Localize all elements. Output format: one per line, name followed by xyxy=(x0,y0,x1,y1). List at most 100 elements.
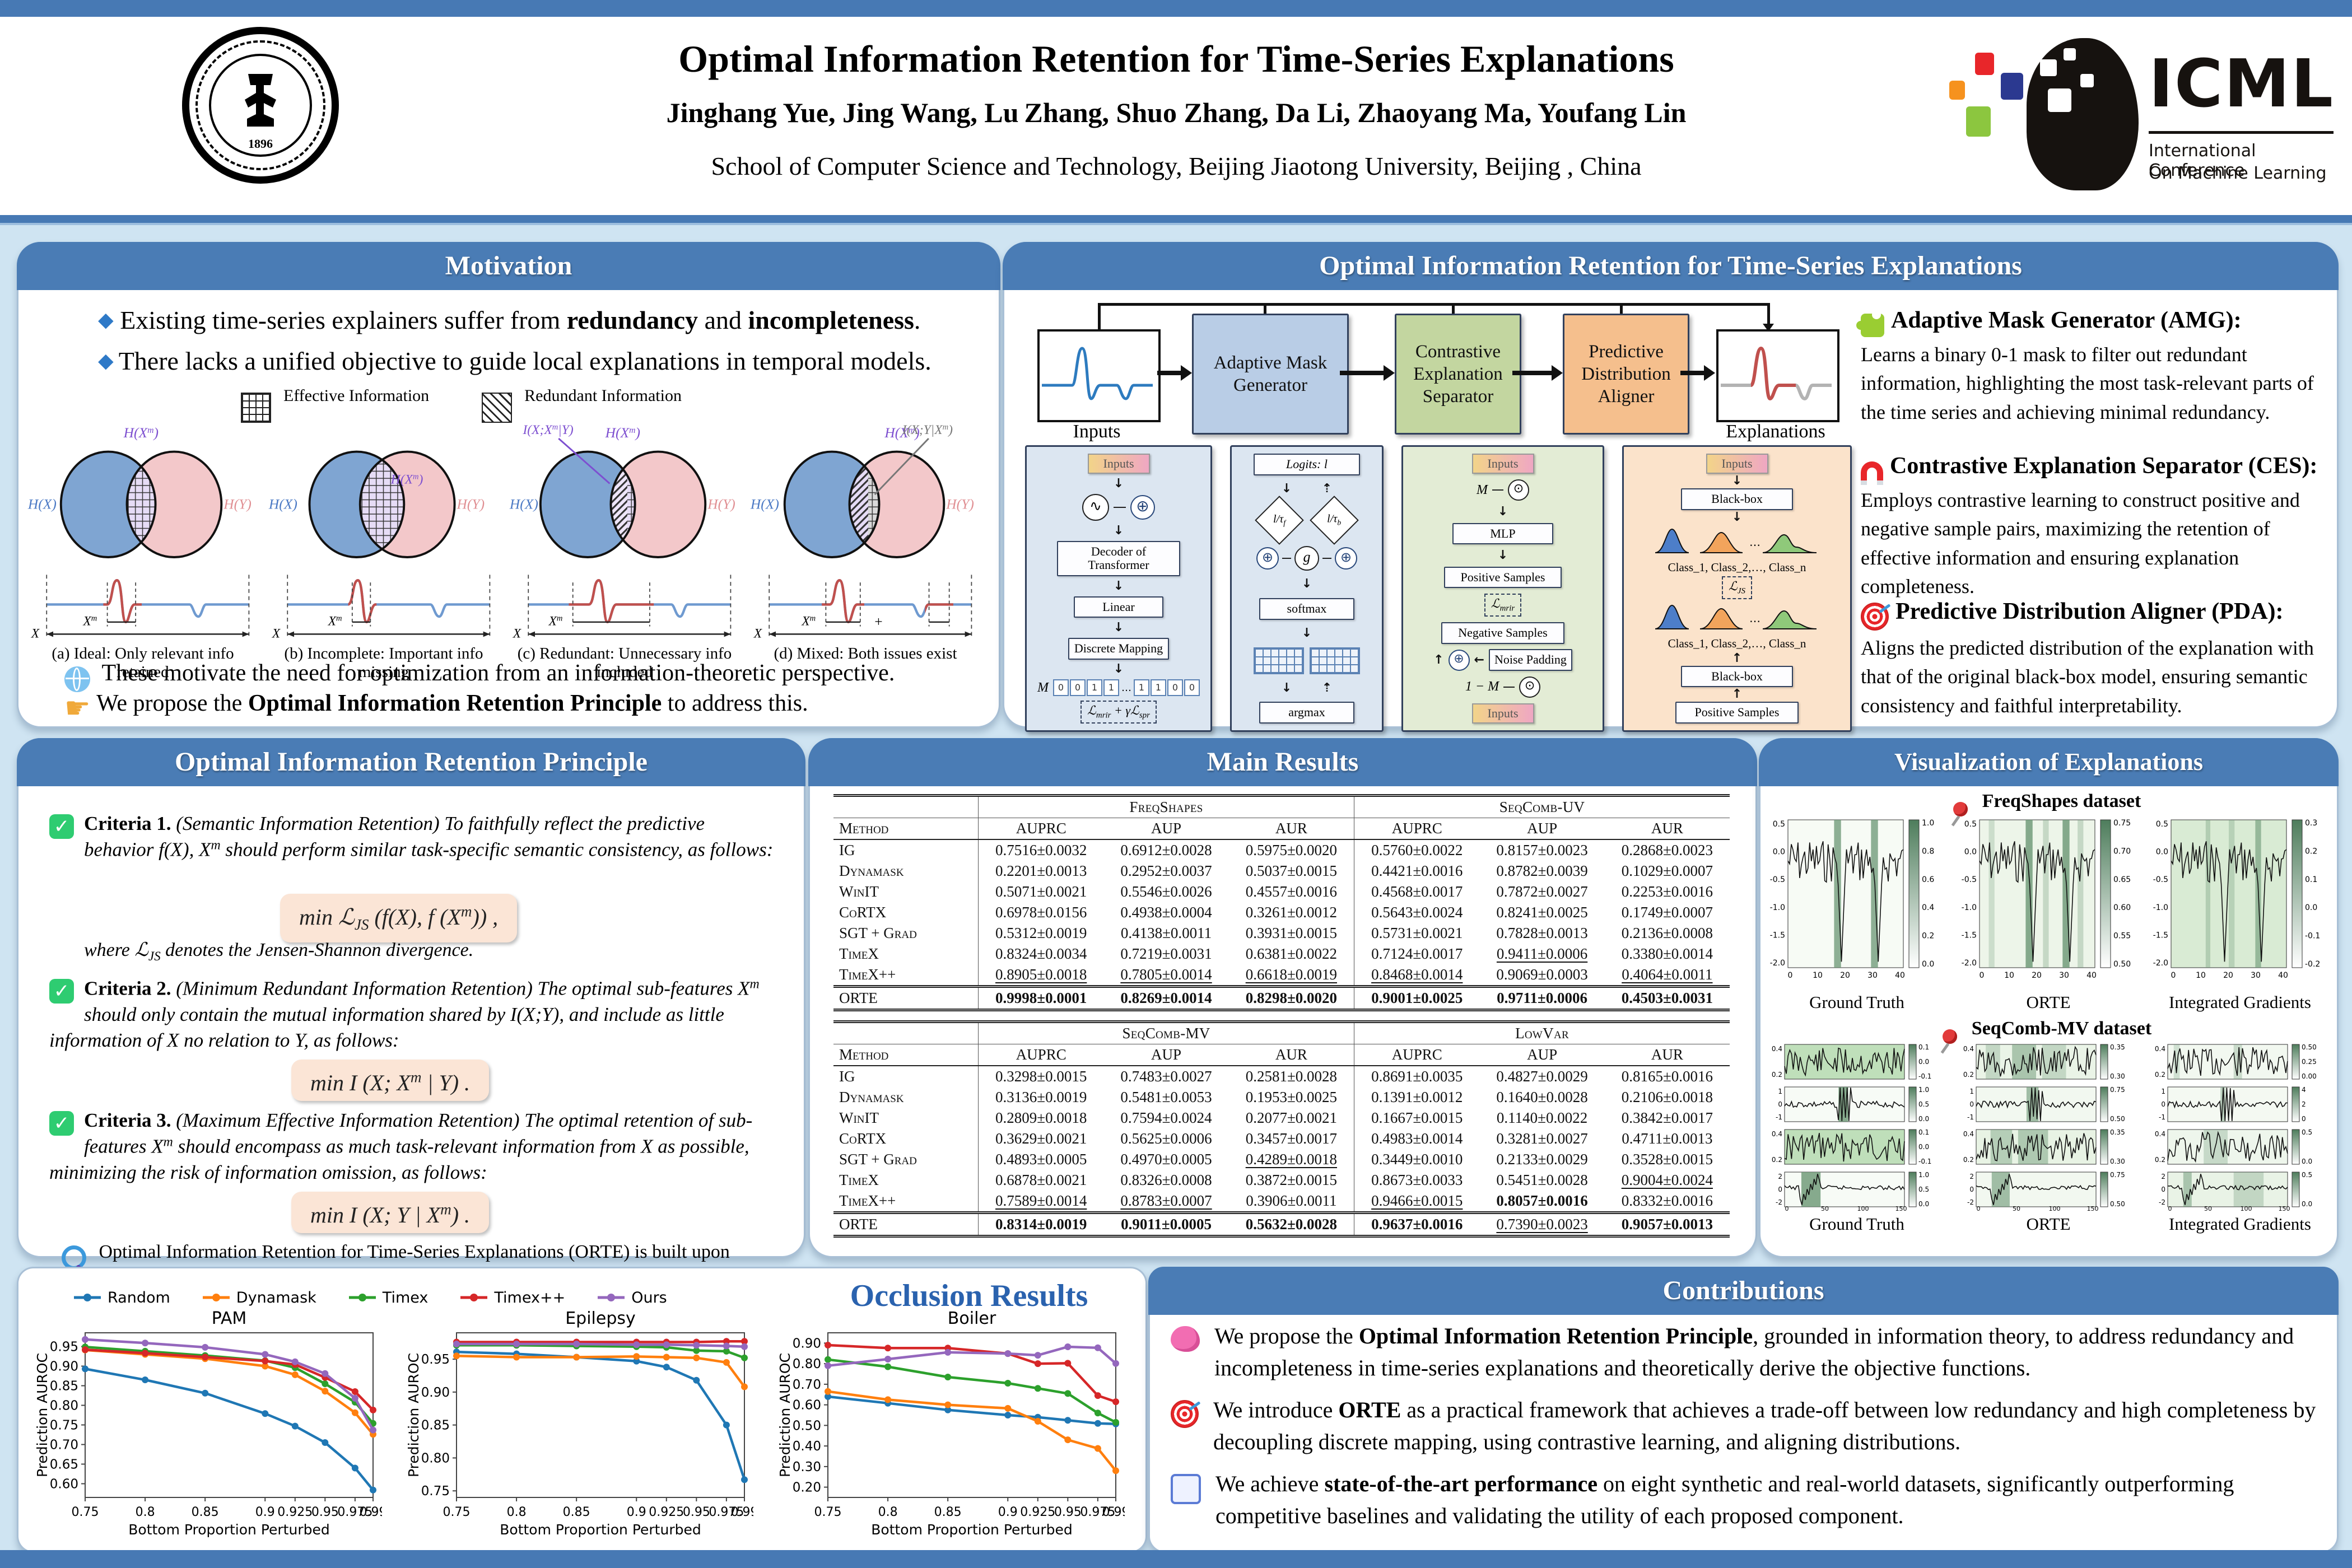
flow-arrow-2 xyxy=(1340,371,1387,375)
down-arrow-icon: ↓ xyxy=(1113,620,1124,635)
mask-bit-cell: 0 xyxy=(1053,679,1069,697)
svg-text:0: 0 xyxy=(2302,1115,2306,1123)
svg-text:-2: -2 xyxy=(1776,1198,1782,1206)
table-row: TimeX 0.6878±0.0021 0.8326±0.0008 0.3872±0.… xyxy=(833,1170,1730,1191)
occlusion-chart-wrap: Boiler 0.20 0.30 0.40 0.50 0.60 0.70 0.80 0.90 0.… xyxy=(777,1309,1129,1546)
svg-text:0: 0 xyxy=(1785,1205,1789,1211)
svg-text:100: 100 xyxy=(2241,1205,2252,1211)
viz-figure-label: ORTE xyxy=(2026,1214,2071,1234)
pin-icon xyxy=(1953,802,1968,817)
svg-text:2: 2 xyxy=(2161,1173,2165,1180)
venn-diagram: H(X) H(Y) H(Xm) I(X;Xm|Y) Xm X xyxy=(509,423,735,641)
tau-b-diamond: l/τb xyxy=(1310,496,1359,545)
left-arrow-icon: ← xyxy=(1474,652,1484,667)
header-band xyxy=(0,17,2352,215)
svg-text:X: X xyxy=(513,626,522,641)
inputs-chip: Inputs xyxy=(1471,454,1534,474)
bullet-diamond-icon: ◆ xyxy=(98,309,114,331)
svg-text:0.75: 0.75 xyxy=(443,1505,470,1519)
viz-figure-label: Integrated Gradients xyxy=(2169,992,2311,1012)
criteria-3-formula: min I (X; Y | Xm) . xyxy=(291,1192,490,1234)
svg-text:0.0: 0.0 xyxy=(2302,1158,2312,1165)
class-labels-bottom: Class_1, Class_2,…, Class_n xyxy=(1668,637,1806,651)
inputs-waveform-box xyxy=(1037,329,1161,422)
svg-text:20: 20 xyxy=(1840,971,1850,980)
venn-caption: (a) Ideal: Only relevant info retained xyxy=(52,645,234,681)
viz-mini-plot: 0.4 0.2 0.1 0.0 -0.1 xyxy=(1772,1128,1932,1165)
occlusion-chart: Boiler 0.20 0.30 0.40 0.50 0.60 0.70 0.80 0.90 0.… xyxy=(777,1309,1129,1538)
icml-sub1: International Conference xyxy=(2149,141,2256,180)
inputs-waveform xyxy=(1042,347,1153,400)
svg-text:10: 10 xyxy=(1813,971,1823,980)
note-text: We propose the Optimal Information Reten… xyxy=(96,690,808,716)
flow-arrow-4-head xyxy=(1704,365,1723,381)
svg-text:0.925: 0.925 xyxy=(649,1505,684,1519)
contribution-text: We introduce ORTE as a practical framewo… xyxy=(1213,1397,2316,1454)
viz-heading-seqcomb: SeqComb-MV dataset xyxy=(1759,1018,2335,1044)
bjtu-year: 1896 xyxy=(248,137,273,151)
svg-text:10: 10 xyxy=(2004,971,2014,980)
viz-heading-freqshapes: FreqShapes dataset xyxy=(1759,791,2335,817)
viz-mini-plot: 0.4 0.2 0.35 0.30 xyxy=(1963,1043,2125,1080)
bullet-diamond-icon: ◆ xyxy=(98,349,119,372)
svg-text:0.0: 0.0 xyxy=(1918,1058,1929,1066)
svg-text:0.99: 0.99 xyxy=(1102,1505,1125,1519)
viz-mini-figure: 0.4 0.2 0.35 0.30 xyxy=(1957,1043,2140,1086)
svg-text:0.35: 0.35 xyxy=(2110,1043,2125,1051)
target-icon xyxy=(1171,1400,1199,1428)
svg-text:H(Xm): H(Xm) xyxy=(884,424,919,441)
tau-f-diamond: l/τf xyxy=(1255,496,1304,545)
poster-authors: Jinghang Yue, Jing Wang, Lu Zhang, Shuo … xyxy=(666,97,1687,128)
wire xyxy=(1114,506,1126,508)
svg-text:0.30: 0.30 xyxy=(793,1460,821,1474)
svg-text:150: 150 xyxy=(1895,1205,1907,1211)
occlusion-legend: Random Dynamask Timex Timex++ Ours xyxy=(73,1285,801,1310)
gumbel-row: ⊕ g ⊕ xyxy=(1256,545,1357,571)
svg-text:…: … xyxy=(1749,535,1760,549)
icml-square-blue xyxy=(2001,73,2023,100)
svg-text:0.1: 0.1 xyxy=(2305,875,2317,884)
svg-text:0.925: 0.925 xyxy=(1021,1505,1056,1519)
svg-text:0.5: 0.5 xyxy=(1918,1186,1929,1193)
argmax-box: argmax xyxy=(1259,702,1354,724)
flow-arrow-1-head xyxy=(1181,365,1200,381)
svg-text:0.975: 0.975 xyxy=(1080,1505,1116,1519)
svg-text:20: 20 xyxy=(2032,971,2042,980)
inverse-mask-row: 1 − M ⊙ xyxy=(1465,676,1541,698)
viz-figure-label: Integrated Gradients xyxy=(2169,1214,2311,1234)
svg-text:0.0: 0.0 xyxy=(2302,1200,2312,1208)
negative-samples-box: Negative Samples xyxy=(1441,622,1564,644)
table-row: SGT + Grad 0.4893±0.0005 0.4970±0.0005 0.42… xyxy=(833,1149,1730,1170)
routing-drop-expl xyxy=(1767,303,1770,324)
redundant-information-swatch xyxy=(482,393,513,423)
down-arrow-icon: ↓ ⇡ xyxy=(1281,680,1333,695)
viz-mini-figure: 2 0 -2 0.5 0.0 0 50 100 150 xyxy=(2149,1170,2331,1214)
svg-text:-2.0: -2.0 xyxy=(2153,959,2168,968)
criteria-2-formula: min I (X; Xm | Y) . xyxy=(291,1060,490,1102)
svg-text:0.70: 0.70 xyxy=(2113,847,2131,856)
svg-text:H(Y): H(Y) xyxy=(946,496,974,512)
bjtu-tick-ring xyxy=(195,40,325,170)
wire xyxy=(1492,489,1503,491)
venn-diagram: H(X) H(Y) H(Xm) Xm X xyxy=(27,424,251,641)
viz-mini-figure: 2 0 -2 1.0 0.5 0.0 0 50 100 150 xyxy=(1766,1170,1948,1214)
inputs-chip: Inputs xyxy=(1706,454,1768,474)
svg-text:0.90: 0.90 xyxy=(421,1385,450,1400)
svg-text:0.1: 0.1 xyxy=(1918,1043,1929,1051)
explanations-waveform-box xyxy=(1716,329,1839,422)
svg-text:0.5: 0.5 xyxy=(1918,1100,1929,1108)
svg-text:0.20: 0.20 xyxy=(793,1481,821,1495)
svg-text:40: 40 xyxy=(2086,971,2097,980)
routing-drop-pda xyxy=(1620,303,1623,314)
svg-text:-1.0: -1.0 xyxy=(1962,903,1977,912)
svg-text:0.975: 0.975 xyxy=(709,1505,744,1519)
svg-text:0.99: 0.99 xyxy=(359,1505,381,1519)
criteria-1-formula: min ℒJS (f(X), f (Xm)) , xyxy=(280,894,518,943)
svg-text:0.75: 0.75 xyxy=(2110,1086,2125,1094)
legend-item: Dynamask xyxy=(202,1289,316,1306)
svg-text:Epilepsy: Epilepsy xyxy=(565,1310,636,1328)
viz-freqshapes-labels: Ground Truth ORTE Integrated Gradients xyxy=(1766,992,2331,1012)
mlp-box: MLP xyxy=(1452,522,1553,545)
legend-marker xyxy=(598,1294,625,1301)
explanations-waveform xyxy=(1721,346,1832,401)
